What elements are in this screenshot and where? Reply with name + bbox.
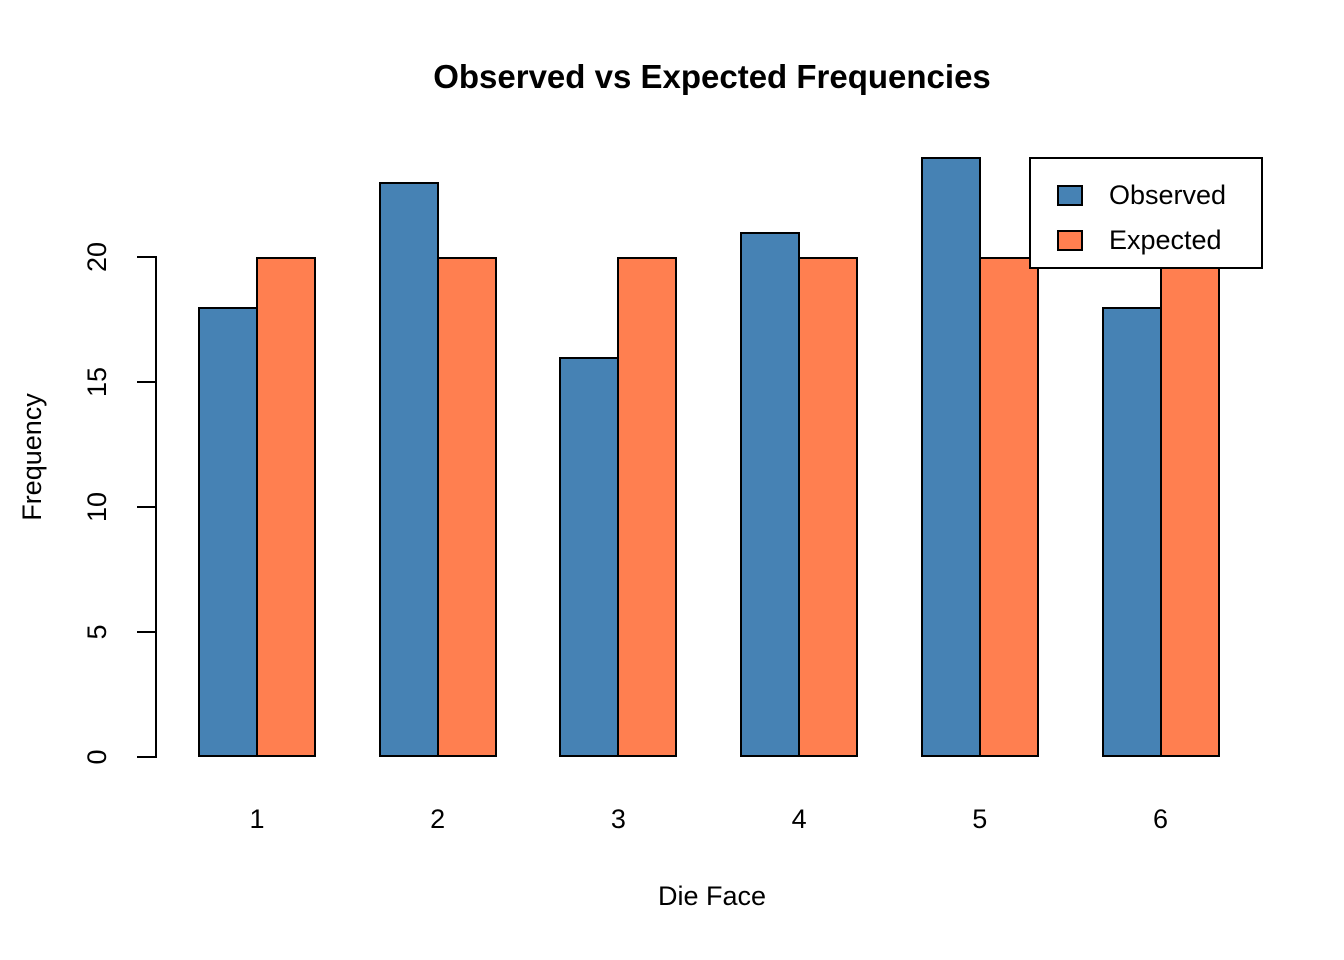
bar-observed-5 xyxy=(920,157,981,757)
bar-expected-5 xyxy=(978,257,1039,757)
y-tick-0 xyxy=(137,756,155,758)
bar-expected-6 xyxy=(1159,257,1220,757)
x-tick-label-1: 1 xyxy=(249,804,265,834)
y-tick-label-0: 0 xyxy=(82,749,112,765)
bar-observed-1 xyxy=(198,307,258,757)
legend-swatch-expected xyxy=(1057,229,1083,251)
bar-expected-4 xyxy=(798,257,859,757)
y-tick-label-20: 20 xyxy=(82,241,112,273)
y-axis-line xyxy=(155,256,157,758)
bar-expected-1 xyxy=(256,257,316,757)
y-tick-15 xyxy=(137,381,155,383)
y-tick-20 xyxy=(137,256,155,258)
legend-item-expected: Expected xyxy=(1057,225,1261,255)
bar-observed-6 xyxy=(1101,307,1162,757)
plot-area xyxy=(157,157,1278,757)
y-tick-10 xyxy=(137,506,155,508)
y-tick-label-15: 15 xyxy=(82,366,112,398)
legend-item-observed: Observed xyxy=(1057,180,1261,210)
y-tick-label-10: 10 xyxy=(82,491,112,523)
x-tick-label-6: 6 xyxy=(1152,804,1169,834)
bar-expected-2 xyxy=(436,257,497,757)
legend-label-observed: Observed xyxy=(1109,180,1227,210)
x-tick-label-4: 4 xyxy=(791,804,807,834)
x-axis-title: Die Face xyxy=(657,881,767,911)
legend: Observed Expected xyxy=(1029,157,1263,269)
bar-expected-3 xyxy=(617,257,678,757)
y-axis-title: Frequency xyxy=(17,393,47,521)
y-tick-5 xyxy=(137,631,155,633)
legend-label-expected: Expected xyxy=(1109,225,1222,255)
legend-swatch-observed xyxy=(1057,184,1083,206)
bar-observed-4 xyxy=(740,232,801,757)
x-tick-label-5: 5 xyxy=(972,804,988,834)
bar-observed-3 xyxy=(559,357,620,757)
chart-title: Observed vs Expected Frequencies xyxy=(433,58,991,95)
x-tick-label-2: 2 xyxy=(430,804,446,834)
bar-observed-2 xyxy=(378,182,439,757)
x-tick-label-3: 3 xyxy=(610,804,626,834)
y-tick-label-5: 5 xyxy=(82,624,112,640)
